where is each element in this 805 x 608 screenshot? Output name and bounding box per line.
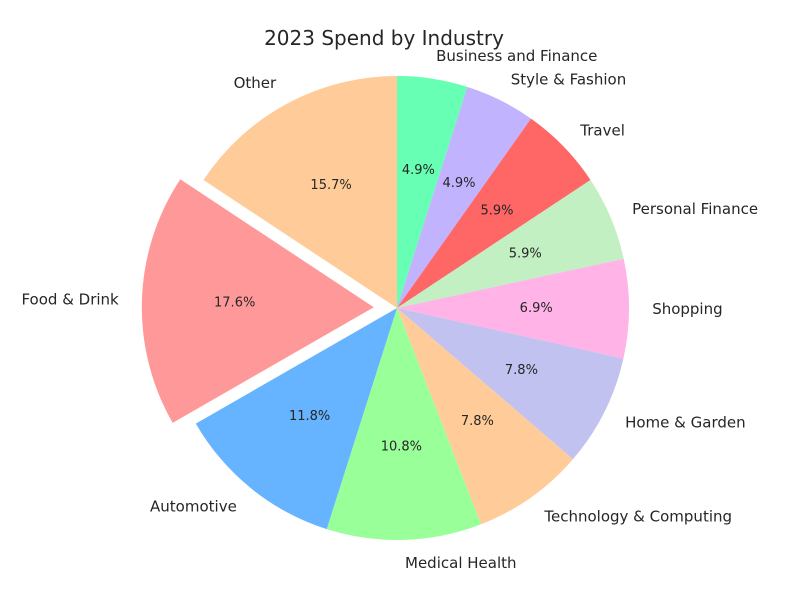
slice-value-label: 17.6% — [214, 295, 255, 310]
slice-category-label: Medical Health — [405, 554, 516, 572]
slice-value-label: 15.7% — [310, 178, 351, 193]
pie-slice-home-and-garden — [397, 308, 624, 460]
slice-value-label: 5.9% — [480, 204, 513, 219]
slice-value-label: 11.8% — [289, 409, 330, 424]
slice-category-label: Shopping — [652, 300, 722, 318]
pie-slice-business-and-finance — [397, 76, 468, 308]
slice-value-label: 4.9% — [443, 176, 476, 191]
pie-slice-food-and-drink — [141, 179, 374, 423]
slice-category-label: Personal Finance — [632, 200, 758, 218]
pie-slice-other — [203, 76, 397, 308]
slice-value-label: 6.9% — [520, 301, 553, 316]
slice-category-label: Other — [234, 74, 277, 92]
pie-slice-style-and-fashion — [397, 86, 531, 309]
pie-slice-travel — [397, 118, 591, 309]
slice-value-label: 7.8% — [505, 363, 538, 378]
slice-category-label: Business and Finance — [436, 47, 597, 65]
pie-slice-technology-and-computing — [397, 308, 573, 525]
slice-value-label: 10.8% — [381, 440, 422, 455]
slice-category-label: Home & Garden — [625, 413, 746, 431]
slice-category-label: Automotive — [150, 498, 237, 516]
pie-slice-medical-health — [326, 308, 482, 540]
slice-value-label: 4.9% — [402, 163, 435, 178]
slice-value-label: 5.9% — [509, 246, 542, 261]
slice-category-label: Food & Drink — [21, 290, 119, 308]
slice-category-label: Technology & Computing — [543, 507, 732, 525]
pie-slice-shopping — [397, 258, 629, 359]
pie-slice-automotive — [195, 308, 397, 530]
slice-value-label: 7.8% — [461, 414, 494, 429]
chart-title: 2023 Spend by Industry — [264, 26, 504, 50]
pie-slice-personal-finance — [397, 180, 624, 308]
slice-category-label: Travel — [579, 121, 625, 139]
slice-category-label: Style & Fashion — [511, 71, 627, 89]
